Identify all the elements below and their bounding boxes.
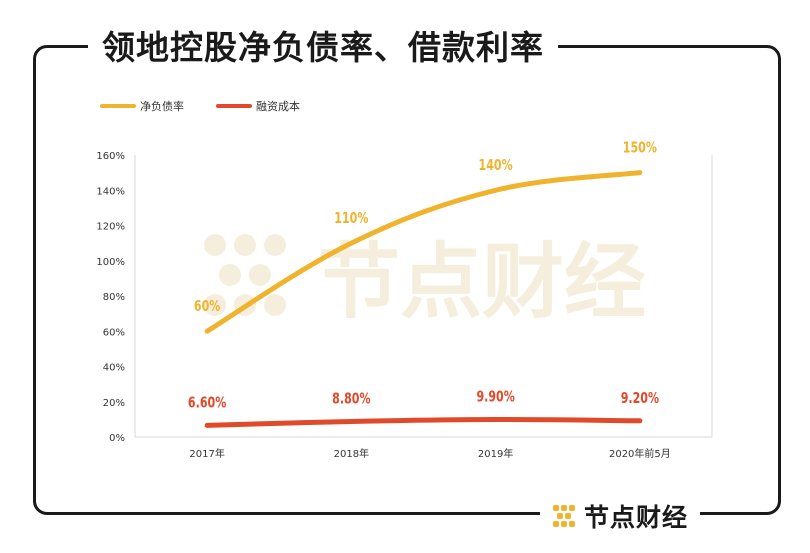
brand-icon-dot xyxy=(557,513,563,519)
y-tick-label: 20% xyxy=(103,398,125,409)
watermark: 节点财经 xyxy=(204,234,646,330)
data-label: 140% xyxy=(479,157,513,174)
x-tick-label: 2018年 xyxy=(334,447,369,460)
brand-icon-dot xyxy=(569,521,575,527)
watermark-dot xyxy=(204,294,226,316)
chart-title: 领地控股净负债率、借款利率 xyxy=(88,28,558,68)
data-label: 9.20% xyxy=(621,390,659,407)
x-tick-label: 2019年 xyxy=(478,447,513,460)
watermark-text: 节点财经 xyxy=(318,235,646,330)
brand-name: 节点财经 xyxy=(584,503,689,532)
watermark-dot xyxy=(219,264,241,286)
data-label: 110% xyxy=(334,210,368,227)
y-tick-label: 80% xyxy=(103,292,125,303)
legend-swatch-cost xyxy=(216,104,252,108)
watermark-dot xyxy=(264,294,286,316)
legend-swatch-debt xyxy=(100,104,136,108)
y-tick-label: 100% xyxy=(96,257,125,268)
brand-icon-dot xyxy=(561,521,567,527)
series-line-debt xyxy=(204,170,643,334)
watermark-dot xyxy=(264,234,286,256)
legend-label-cost: 融资成本 xyxy=(256,100,300,113)
x-tick-label: 2020年前5月 xyxy=(609,447,671,460)
brand-icon-dot xyxy=(561,505,567,511)
brand-badge: 节点财经 xyxy=(540,496,701,536)
y-tick-label: 60% xyxy=(103,327,125,338)
data-label: 60% xyxy=(194,298,220,315)
data-label: 9.90% xyxy=(476,388,514,405)
y-tick-label: 120% xyxy=(96,222,125,233)
data-label: 8.80% xyxy=(332,390,370,407)
y-tick-label: 0% xyxy=(109,433,125,444)
watermark-dot xyxy=(249,264,271,286)
series-line-cost xyxy=(204,417,643,428)
brand-icon-dot xyxy=(553,505,559,511)
y-tick-label: 140% xyxy=(96,186,125,197)
watermark-dot xyxy=(204,234,226,256)
brand-icon-dot xyxy=(553,521,559,527)
data-label: 150% xyxy=(623,140,657,157)
x-tick-label: 2017年 xyxy=(189,447,224,460)
brand-icon-dot xyxy=(565,513,571,519)
watermark-dot xyxy=(234,234,256,256)
y-tick-label: 40% xyxy=(103,363,125,374)
legend-label-debt: 净负债率 xyxy=(140,100,184,113)
data-label: 6.60% xyxy=(188,394,226,411)
brand-logo-icon xyxy=(553,505,575,527)
brand-icon-dot xyxy=(569,505,575,511)
y-tick-label: 160% xyxy=(96,151,125,162)
